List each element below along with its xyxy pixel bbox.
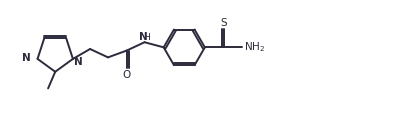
- Text: N: N: [22, 53, 31, 63]
- Text: N: N: [74, 57, 83, 67]
- Text: O: O: [122, 70, 131, 80]
- Text: NH$_2$: NH$_2$: [244, 40, 265, 54]
- Text: H: H: [143, 33, 149, 42]
- Text: N: N: [139, 32, 147, 42]
- Text: S: S: [221, 18, 227, 28]
